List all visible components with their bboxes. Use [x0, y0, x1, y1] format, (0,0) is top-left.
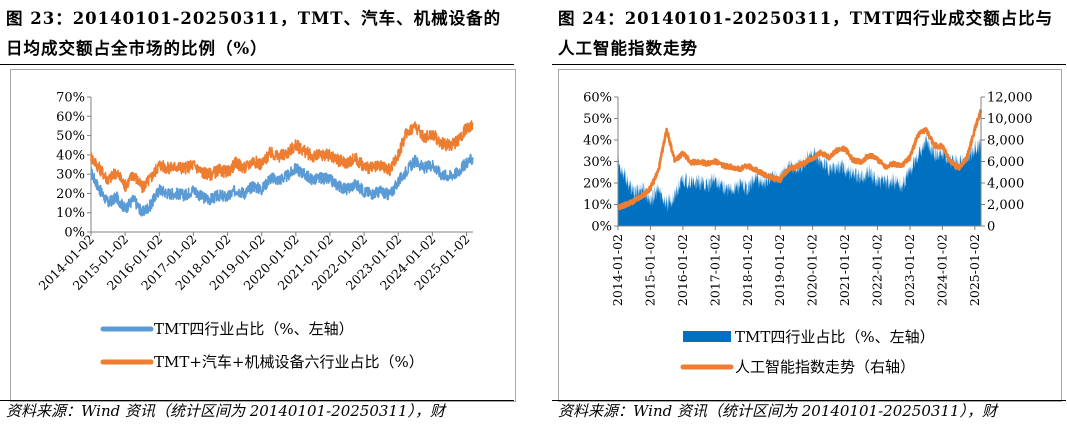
right-left-y-tick-label: 10%	[583, 198, 612, 213]
right-series-ai-index-line	[617, 109, 983, 211]
left-title-rule	[0, 64, 514, 65]
left-legend-label-six-industry: TMT+汽车+机械设备六行业占比（%）	[154, 353, 424, 371]
left-y-tick-label: 50%	[56, 129, 85, 144]
right-x-tick-label: 2023-01-02	[902, 234, 917, 306]
left-y-tick-label: 70%	[56, 91, 85, 106]
right-x-tick-label: 2025-01-02	[967, 234, 982, 306]
left-y-tick-label: 20%	[56, 187, 85, 202]
right-title-line1: 图 24：20140101-20250311，TMT四行业成交额占比与	[558, 9, 1054, 28]
right-title-line2: 人工智能指数走势	[558, 39, 698, 58]
right-x-tick-label: 2017-01-02	[707, 234, 722, 306]
right-left-y-tick-label: 50%	[583, 112, 612, 127]
left-chart: 0%10%20%30%40%50%60%70%2014-01-022015-01…	[36, 91, 474, 371]
right-source-note: 资料来源：Wind 资讯（统计区间为 20140101-20250311），财	[558, 402, 998, 420]
left-y-tick-label: 40%	[56, 148, 85, 163]
right-title-rule	[552, 64, 1066, 65]
right-right-y-tick-label: 0	[987, 220, 995, 235]
left-figure-title: 图 23：20140101-20250311，TMT、汽车、机械设备的 日均成交…	[6, 4, 506, 64]
right-right-y-tick-label: 6,000	[987, 155, 1024, 170]
right-legend-label-tmt: TMT四行业占比（%、左轴）	[735, 328, 935, 346]
left-series-six-industry-line	[90, 120, 474, 194]
right-left-y-tick-label: 0%	[591, 220, 612, 235]
right-right-y-tick-label: 2,000	[987, 198, 1024, 213]
right-x-tick-label: 2014-01-02	[610, 234, 625, 306]
right-x-tick-label: 2020-01-02	[805, 234, 820, 306]
left-title-line1: 图 23：20140101-20250311，TMT、汽车、机械设备的	[6, 9, 502, 28]
left-source-rule	[0, 400, 514, 401]
right-left-y-tick-label: 30%	[583, 155, 612, 170]
right-x-tick-label: 2019-01-02	[772, 234, 787, 306]
right-x-tick-label: 2024-01-02	[934, 234, 949, 306]
right-figure-title: 图 24：20140101-20250311，TMT四行业成交额占比与 人工智能…	[558, 4, 1058, 64]
left-title-line2: 日均成交额占全市场的比例（%）	[6, 39, 268, 58]
right-chart: 0% 10% 20% 30% 40% 50% 60% 0 2,000 4,000 6,000 8,00…	[583, 91, 1033, 377]
right-series-tmt-area	[618, 132, 981, 226]
left-legend-label-tmt: TMT四行业占比（%、左轴）	[154, 320, 354, 338]
left-chart-frame: 0% 10% 20% 30% 40% 50% 60% 70% 2014-01-02 2015-01…	[10, 69, 516, 402]
right-left-y-tick-label: 20%	[583, 177, 612, 192]
right-left-y-tick-label: 40%	[583, 134, 612, 149]
left-source-note: 资料来源：Wind 资讯（统计区间为 20140101-20250311），财	[6, 402, 446, 420]
left-y-tick-label: 60%	[56, 110, 85, 125]
right-legend-swatch-tmt	[683, 331, 731, 342]
right-figure-panel: 图 24：20140101-20250311，TMT四行业成交额占比与 人工智能…	[552, 0, 1067, 434]
left-figure-panel: 图 23：20140101-20250311，TMT、汽车、机械设备的 日均成交…	[0, 0, 520, 434]
right-left-y-tick-label: 60%	[583, 91, 612, 106]
right-right-y-tick-label: 4,000	[987, 177, 1024, 192]
right-x-tick-label: 2016-01-02	[675, 234, 690, 306]
right-chart-frame: 0% 10% 20% 30% 40% 50% 60% 0 2,000 4,000 6,000 8,00…	[558, 69, 1062, 402]
left-y-tick-label: 30%	[56, 168, 85, 183]
right-x-tick-label: 2015-01-02	[642, 234, 657, 306]
right-x-tick-label: 2022-01-02	[870, 234, 885, 306]
right-right-y-tick-label: 10,000	[987, 112, 1033, 127]
right-x-tick-label: 2018-01-02	[740, 234, 755, 306]
right-right-y-tick-label: 8,000	[987, 134, 1024, 149]
right-x-tick-label: 2021-01-02	[837, 234, 852, 306]
right-legend-label-ai-index: 人工智能指数走势（右轴）	[735, 358, 915, 376]
left-series-tmt-line	[90, 153, 474, 217]
left-y-tick-label: 0%	[64, 226, 85, 241]
right-source-rule	[552, 400, 1066, 401]
left-y-tick-label: 10%	[56, 206, 85, 221]
right-right-y-tick-label: 12,000	[987, 91, 1033, 106]
